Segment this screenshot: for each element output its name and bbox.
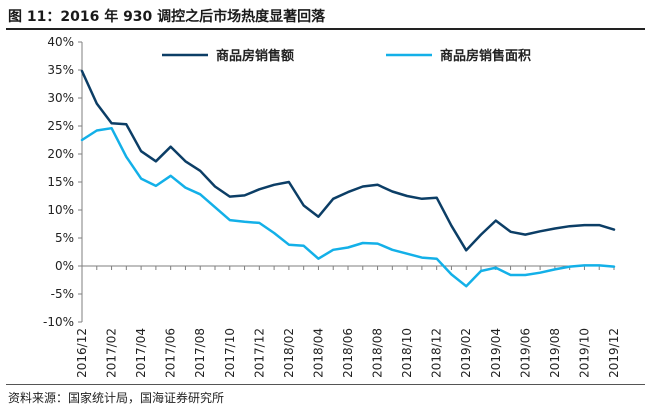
figure-title: 图 11：2016 年 930 调控之后市场热度显著回落 [8, 9, 326, 25]
x-tick-label: 2018/06 [341, 328, 355, 378]
x-tick-label: 2019/06 [518, 328, 532, 378]
x-tick-label: 2018/10 [400, 328, 414, 378]
legend: 商品房销售额 商品房销售面积 [162, 48, 531, 64]
y-tick-label: -10% [43, 315, 74, 329]
x-tick-label: 2019/12 [607, 328, 621, 378]
x-axis: 2016/12 2017/02 2017/04 2017/06 2017/08 2017/… [75, 265, 621, 378]
series-lines [80, 69, 616, 288]
y-tick-label: 0% [55, 259, 74, 273]
x-tick-label: 2018/12 [430, 328, 444, 378]
x-tick-label: 2017/06 [164, 328, 178, 378]
title-rule [6, 28, 645, 30]
x-tick-label: 2017/08 [193, 328, 207, 378]
x-tick-label: 2019/04 [489, 328, 503, 378]
legend-label-1: 商品房销售面积 [440, 48, 531, 64]
x-tick-label: 2017/12 [252, 328, 266, 378]
x-tick-label: 2018/04 [311, 328, 325, 378]
x-tick-label: 2019/08 [548, 328, 562, 378]
x-tick-label: 2016/12 [75, 328, 89, 378]
y-tick-label: 10% [47, 203, 74, 217]
y-tick-label: 15% [47, 175, 74, 189]
y-tick-label: -5% [51, 287, 74, 301]
y-tick-label: 40% [47, 35, 74, 49]
y-tick-label: 35% [47, 63, 74, 77]
y-tick-label: 20% [47, 147, 74, 161]
y-axis: -10% -5% 0% 5% 10% 15% 20% 25% 30% 35% 40% [43, 35, 83, 329]
source-note: 资料来源：国家统计局，国海证券研究所 [8, 391, 225, 405]
x-tick-label: 2019/10 [577, 328, 591, 378]
y-tick-label: 30% [47, 91, 74, 105]
y-tick-label: 5% [55, 231, 74, 245]
x-tick-label: 2017/02 [105, 328, 119, 378]
series-line-0 [80, 69, 616, 252]
series-line-1 [80, 126, 616, 288]
y-tick-label: 25% [47, 119, 74, 133]
x-tick-label: 2018/08 [371, 328, 385, 378]
legend-label-0: 商品房销售额 [216, 48, 294, 64]
x-tick-label: 2018/02 [282, 328, 296, 378]
x-tick-label: 2017/10 [223, 328, 237, 378]
x-tick-label: 2019/02 [459, 328, 473, 378]
bottom-rule [6, 384, 645, 385]
x-tick-label: 2017/04 [134, 328, 148, 378]
